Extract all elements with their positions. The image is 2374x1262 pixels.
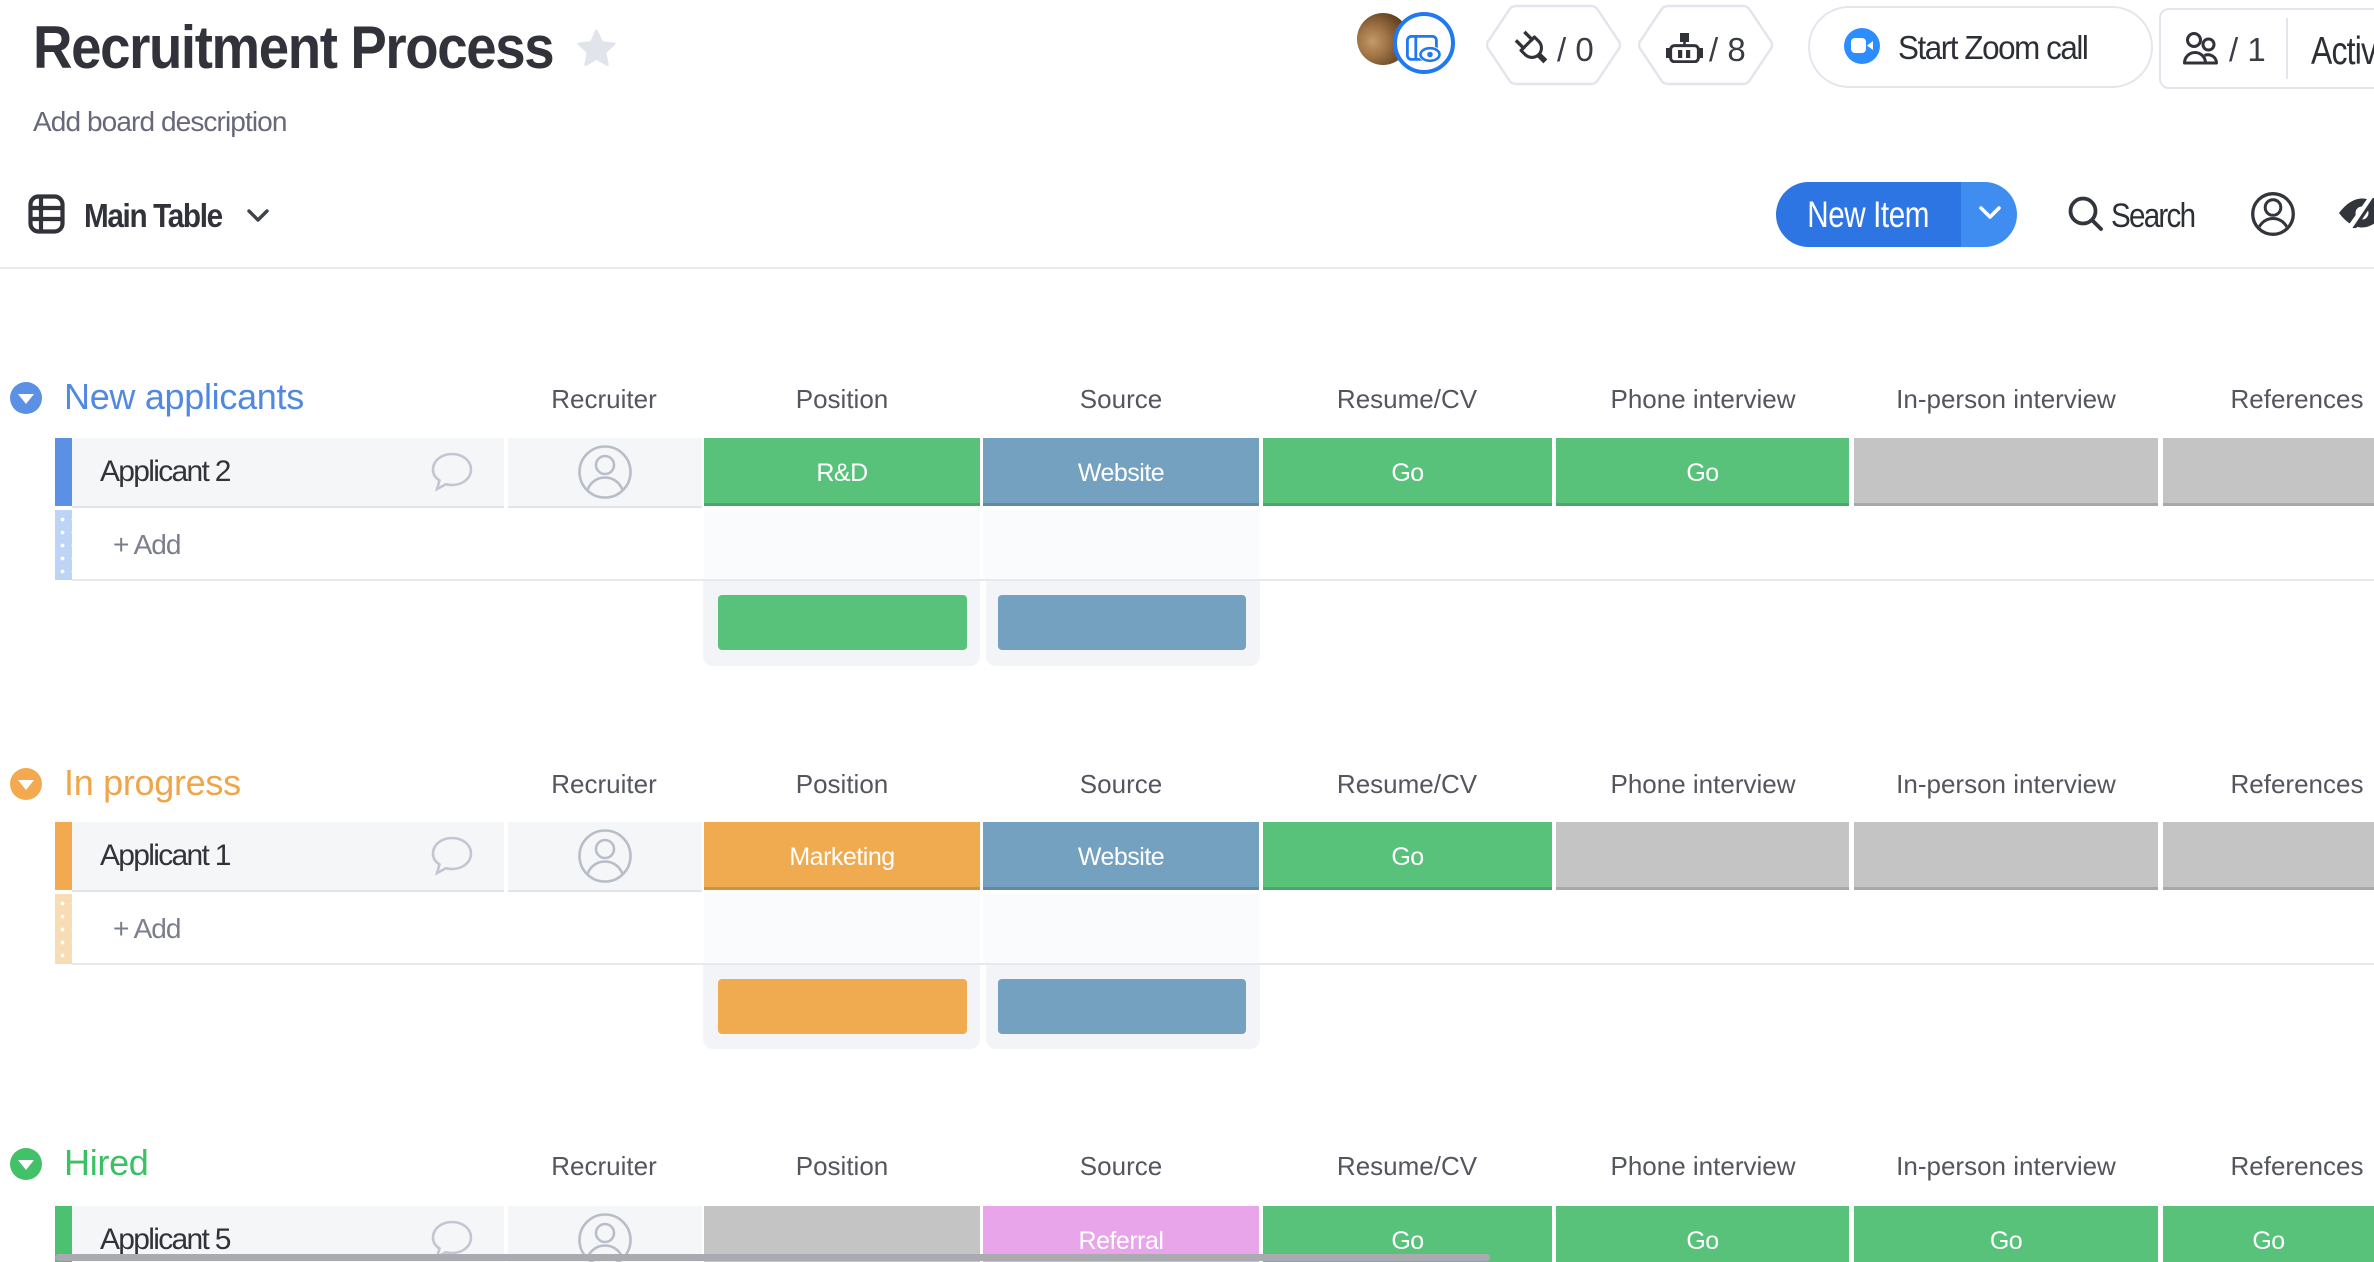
svg-text:/ 0: / 0	[1557, 31, 1594, 68]
svg-text:/ 8: / 8	[1709, 31, 1746, 68]
